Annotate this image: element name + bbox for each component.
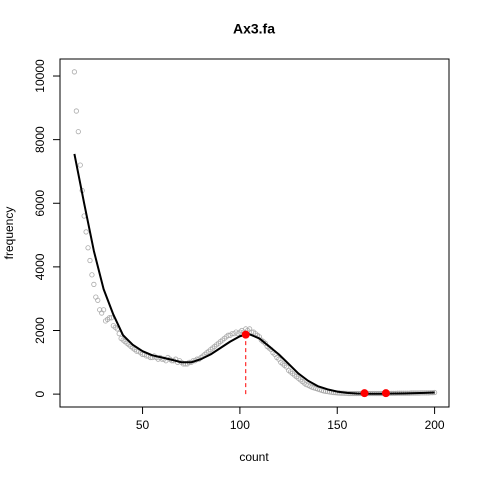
data-point: [77, 162, 83, 168]
y-axis-label: frequency: [2, 207, 16, 260]
data-point: [106, 315, 113, 321]
data-point: [73, 108, 79, 114]
x-tick-label: 50: [136, 418, 150, 432]
data-point: [83, 229, 89, 235]
y-tick-label: 10000: [33, 59, 47, 93]
y-tick-label: 2000: [33, 317, 47, 344]
peak-point: [381, 389, 390, 398]
y-tick-label: 0: [33, 390, 47, 397]
peak-point: [241, 330, 250, 339]
y-tick-label: 4000: [33, 253, 47, 280]
data-point: [87, 257, 93, 264]
y-tick-label: 8000: [33, 126, 47, 153]
data-point: [95, 297, 101, 303]
chart-title: Ax3.fa: [233, 21, 275, 37]
data-point: [91, 281, 97, 287]
data-point: [85, 245, 91, 251]
x-tick-label: 100: [230, 418, 250, 432]
y-tick-label: 6000: [33, 190, 47, 217]
data-point: [75, 129, 81, 135]
plot-box: [59, 58, 450, 408]
data-point: [101, 307, 107, 313]
x-axis-label: count: [239, 450, 269, 464]
x-tick-label: 200: [425, 418, 445, 432]
fit-curve: [73, 153, 435, 395]
data-point: [108, 315, 114, 321]
x-tick-label: 150: [327, 418, 347, 432]
data-point: [89, 272, 95, 278]
peak-point: [360, 389, 369, 398]
data-point: [71, 69, 78, 75]
